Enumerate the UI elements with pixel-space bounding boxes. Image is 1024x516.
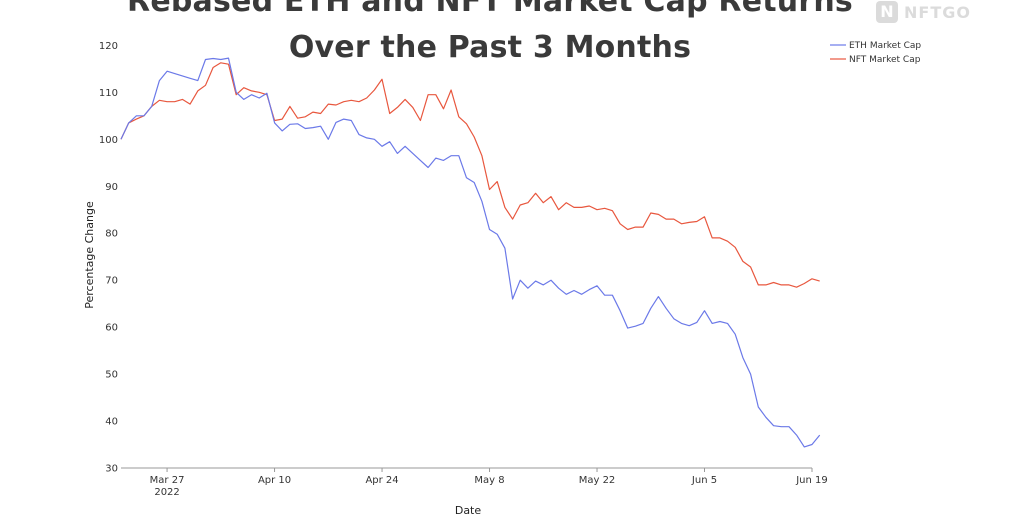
x-tick-label: Apr 24 xyxy=(365,475,398,486)
series-lines xyxy=(120,57,821,448)
y-tick-label: 90 xyxy=(105,182,118,193)
x-tick-label: Jun 5 xyxy=(691,475,717,486)
legend-item-label: NFT Market Cap xyxy=(849,55,921,65)
series-line-nft-market-cap xyxy=(120,62,820,288)
x-tick-label: Jun 19 xyxy=(795,475,828,486)
nftgo-logo-icon: N xyxy=(876,1,898,23)
x-axis-label: Date xyxy=(455,504,482,516)
series-line-eth-market-cap xyxy=(120,57,821,448)
x-tick-label: Mar 27 xyxy=(150,475,185,486)
x-tick-label: May 22 xyxy=(579,475,616,486)
chart-title-line2: Over the Past 3 Months xyxy=(288,30,692,65)
nftgo-watermark: N NFTGO xyxy=(876,0,994,24)
legend: ETH Market Cap NFT Market Cap xyxy=(830,41,921,65)
y-tick-label: 60 xyxy=(105,323,118,334)
x-tick-sublabel: 2022 xyxy=(154,487,179,498)
y-tick-label: 40 xyxy=(105,417,118,428)
y-tick-label: 110 xyxy=(99,88,118,99)
chart-title-line1: Rebased ETH and NFT Market Cap Returns xyxy=(127,0,853,19)
legend-item-label: ETH Market Cap xyxy=(849,41,921,51)
nftgo-watermark-text: NFTGO xyxy=(904,2,971,22)
y-axis-label: Percentage Change xyxy=(83,201,96,309)
x-tick-label: Apr 10 xyxy=(258,475,291,486)
y-tick-label: 120 xyxy=(99,41,118,52)
y-tick-label: 50 xyxy=(105,370,118,381)
y-tick-label: 70 xyxy=(105,276,118,287)
y-tick-label: 100 xyxy=(99,135,118,146)
y-axis: 30 40 50 60 70 80 90 100 110 120 xyxy=(99,41,118,475)
y-tick-label: 30 xyxy=(105,464,118,475)
y-tick-label: 80 xyxy=(105,229,118,240)
x-tick-label: May 8 xyxy=(474,475,504,486)
